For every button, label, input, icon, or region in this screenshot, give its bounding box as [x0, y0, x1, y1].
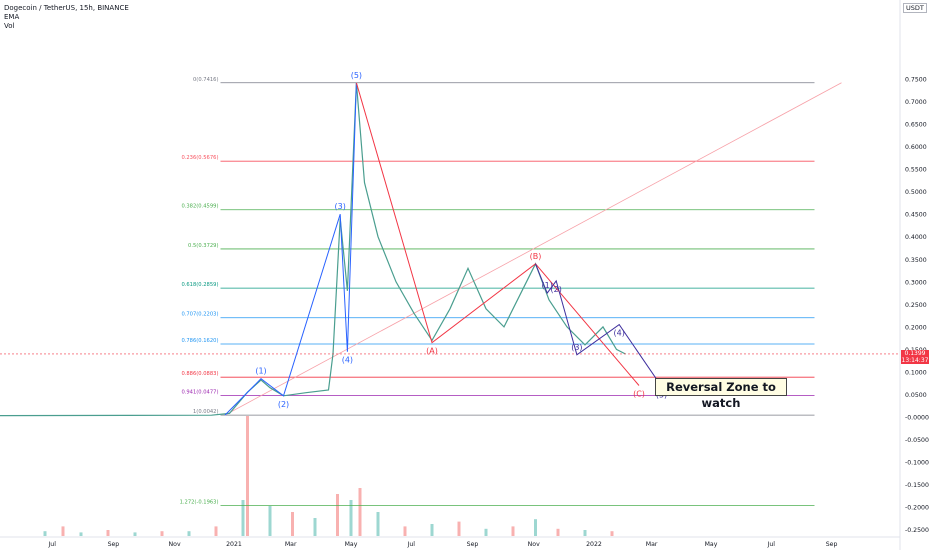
volume-bar — [61, 526, 65, 536]
volume-bar — [349, 500, 353, 536]
x-tick-label: Sep — [467, 541, 479, 548]
fib-level-label: 0.786(0.1620) — [181, 338, 218, 344]
y-tick-label: 0.2000 — [905, 324, 927, 331]
price-line — [0, 82, 626, 417]
wave-line — [535, 263, 662, 387]
y-tick-label: -0.0000 — [905, 415, 929, 422]
volume-bar — [610, 531, 614, 536]
fib-level-label: 0(0.7416) — [193, 77, 219, 83]
symbol-title: Dogecoin / TetherUS, 15h, BINANCE — [4, 4, 129, 12]
fib-level-label: 0.382(0.4599) — [181, 204, 218, 210]
x-tick-label: Nov — [169, 541, 181, 548]
volume-bar — [336, 494, 339, 536]
y-tick-label: -0.1500 — [905, 482, 929, 489]
chart-legend: Dogecoin / TetherUS, 15h, BINANCE EMA Vo… — [4, 4, 129, 31]
y-tick-label: 0.7000 — [905, 99, 927, 106]
fib-level-label: 0.707(0.2203) — [181, 312, 218, 318]
last-price-tag: 0.1399 13:14:37 — [901, 350, 929, 364]
volume-bar — [403, 526, 407, 536]
wave-label: (1) — [542, 281, 553, 290]
x-tick-label: May — [705, 541, 718, 548]
fib-level-label: 0.236(0.5676) — [181, 155, 218, 161]
volume-bar — [313, 518, 317, 536]
volume-bar — [534, 519, 537, 536]
volume-bar — [246, 416, 249, 536]
x-tick-label: May — [345, 541, 358, 548]
ema-indicator-label[interactable]: EMA — [4, 13, 20, 21]
wave-label: (1) — [255, 367, 266, 376]
volume-bar — [241, 500, 245, 536]
volume-bar — [457, 521, 461, 536]
x-tick-label: Nov — [528, 541, 540, 548]
volume-bar — [133, 532, 137, 536]
volume-bar — [583, 530, 587, 536]
fib-level-label: 1.272(-0.1963) — [180, 499, 219, 505]
volume-bar — [268, 506, 272, 536]
wave-line — [224, 82, 357, 416]
x-tick-label: Jul — [407, 541, 416, 548]
y-tick-label: 0.3500 — [905, 257, 927, 264]
last-price-value: 0.1399 — [904, 350, 926, 357]
volume-bar — [376, 512, 380, 536]
wave-line — [355, 82, 640, 386]
y-tick-label: 0.6500 — [905, 122, 927, 129]
wave-label: (B) — [530, 252, 542, 261]
volume-bar — [358, 488, 362, 536]
volume-bar — [214, 526, 218, 536]
currency-label[interactable]: USDT — [903, 3, 927, 13]
y-tick-label: 0.3000 — [905, 279, 927, 286]
y-tick-label: -0.2500 — [905, 527, 929, 534]
wave-label: (C) — [633, 389, 645, 398]
x-tick-label: Mar — [285, 541, 297, 548]
wave-label: (4) — [614, 329, 625, 338]
fib-level-label: 0.941(0.0477) — [181, 390, 218, 396]
y-tick-label: 0.5500 — [905, 167, 927, 174]
volume-bar — [106, 530, 110, 536]
y-tick-label: -0.1000 — [905, 460, 929, 467]
wave-label: (3) — [571, 343, 582, 352]
y-tick-label: 0.4000 — [905, 234, 927, 241]
y-tick-label: 0.1000 — [905, 369, 927, 376]
fib-level-label: 0.886(0.0883) — [181, 371, 218, 377]
x-tick-label: Sep — [108, 541, 120, 548]
y-tick-label: 0.2500 — [905, 302, 927, 309]
x-tick-label: Jul — [767, 541, 776, 548]
volume-bar — [187, 531, 191, 536]
trend-line — [224, 82, 842, 416]
volume-bar — [79, 532, 83, 536]
x-tick-label: Mar — [646, 541, 658, 548]
x-tick-label: 2022 — [586, 541, 602, 548]
fib-level-label: 0.5(0.3729) — [188, 243, 218, 249]
fib-level-label: 1(0.0042) — [193, 409, 219, 415]
volume-bar — [484, 528, 488, 536]
volume-bar — [291, 512, 294, 536]
y-tick-label: 0.4500 — [905, 212, 927, 219]
x-tick-label: Jul — [47, 541, 56, 548]
y-tick-label: -0.0500 — [905, 437, 929, 444]
fib-level-label: 0.618(0.2859) — [181, 282, 218, 288]
y-tick-label: 0.6000 — [905, 144, 927, 151]
bar-countdown: 13:14:37 — [901, 357, 929, 364]
x-tick-label: Sep — [826, 541, 838, 548]
y-tick-label: -0.2000 — [905, 505, 929, 512]
y-tick-label: 0.0500 — [905, 392, 927, 399]
volume-bar — [556, 528, 560, 536]
reversal-zone-label: Reversal Zone to watch — [655, 378, 787, 410]
wave-label: (5) — [351, 71, 362, 80]
wave-label: (2) — [551, 285, 562, 294]
vol-indicator-label[interactable]: Vol — [4, 22, 15, 30]
volume-bar — [511, 526, 515, 536]
wave-label: (4) — [342, 356, 353, 365]
wave-label: (2) — [278, 400, 289, 409]
volume-bar — [43, 531, 47, 536]
x-tick-label: 2021 — [226, 541, 242, 548]
wave-label: (3) — [335, 202, 346, 211]
y-tick-label: 0.7500 — [905, 77, 927, 84]
volume-bar — [160, 531, 164, 536]
volume-bar — [430, 524, 434, 536]
y-tick-label: 0.5000 — [905, 189, 927, 196]
wave-label: (A) — [426, 347, 438, 356]
